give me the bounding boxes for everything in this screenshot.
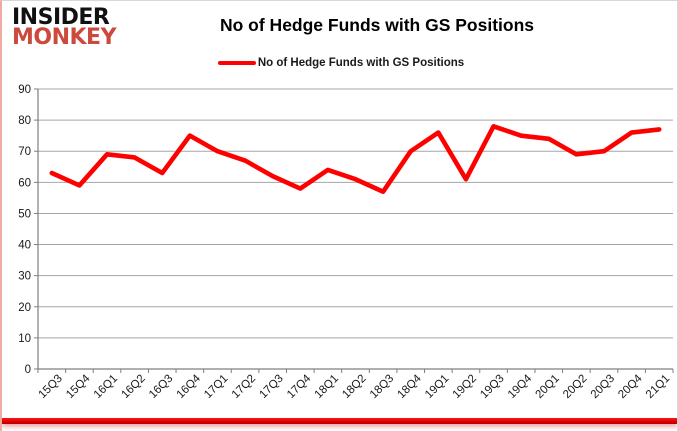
chart-legend: No of Hedge Funds with GS Positions [2, 57, 677, 69]
logo-line-monkey: MONKEY [12, 25, 117, 51]
x-tick-label: 16Q2 [119, 373, 147, 401]
y-tick-label: 70 [18, 146, 31, 158]
x-tick-label: 17Q4 [285, 372, 314, 401]
x-tick-label: 20Q4 [616, 372, 645, 401]
page-title: No of Hedge Funds with GS Positions [219, 15, 535, 35]
x-tick-label: 20Q3 [589, 373, 617, 401]
x-tick-label: 18Q4 [395, 372, 424, 401]
x-tick-label: 15Q3 [37, 373, 65, 401]
insider-monkey-logo: INSIDER MONKEY [12, 5, 117, 51]
x-tick-label: 19Q2 [451, 373, 479, 401]
y-tick-label: 0 [25, 364, 31, 376]
x-tick-label: 18Q3 [368, 373, 396, 401]
x-tick-label: 17Q3 [257, 373, 285, 401]
x-tick-label: 19Q4 [506, 372, 535, 401]
x-tick-label: 18Q2 [340, 373, 368, 401]
y-tick-label: 40 [18, 240, 31, 252]
y-tick-label: 10 [18, 333, 31, 345]
legend-line-swatch [217, 60, 256, 66]
series-line [49, 124, 662, 194]
logo-line-insider: INSIDER [12, 5, 110, 30]
y-tick-label: 90 [18, 84, 31, 96]
x-tick-label: 18Q1 [313, 373, 341, 401]
y-tick-label: 20 [18, 302, 31, 314]
x-tick-label: 16Q4 [175, 372, 204, 401]
x-tick-label: 20Q1 [533, 373, 561, 401]
x-tick-label: 19Q1 [423, 373, 451, 401]
x-tick-label: 15Q4 [64, 372, 93, 401]
y-tick-label: 60 [18, 177, 31, 189]
legend-label: No of Hedge Funds with GS Positions [257, 57, 465, 69]
x-tick-label: 21Q1 [644, 373, 672, 401]
x-tick-label: 17Q1 [202, 373, 230, 401]
y-tick-label: 80 [18, 115, 31, 127]
bottom-accent-bar [2, 418, 677, 424]
y-tick-label: 30 [18, 271, 31, 283]
x-tick-label: 16Q1 [92, 373, 120, 401]
x-tick-label: 16Q3 [147, 373, 175, 401]
y-tick-label: 50 [18, 208, 31, 220]
x-tick-label: 17Q2 [230, 373, 258, 401]
x-tick-label: 20Q2 [561, 373, 589, 401]
x-tick-label: 19Q3 [478, 373, 506, 401]
